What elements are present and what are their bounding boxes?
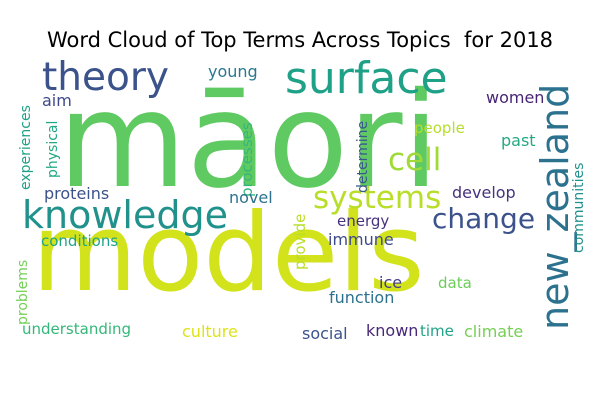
word-surface: surface [285, 53, 448, 104]
word-time: time [420, 322, 454, 340]
word-theory: theory [42, 55, 169, 100]
word-knowledge: knowledge [22, 193, 228, 237]
word-cell: cell [388, 142, 441, 178]
word-women: women [486, 88, 544, 107]
word-novel: novel [229, 188, 273, 207]
word-conditions: conditions [41, 232, 118, 250]
chart-title: Word Cloud of Top Terms Across Topics fo… [46, 28, 554, 52]
word-known: known [366, 321, 418, 340]
word-aim: aim [42, 91, 72, 110]
word-processes: processes [238, 122, 256, 197]
word-young: young [208, 62, 258, 81]
word-immune: immune [328, 230, 394, 249]
word-people: people [414, 119, 465, 137]
word-function: function [329, 288, 394, 307]
word-new-zealand: new_zealand [533, 84, 577, 330]
word-physical: physical [45, 121, 61, 178]
word-systems: systems [313, 180, 441, 216]
word-provide: provide [291, 214, 309, 270]
word-social: social [302, 324, 348, 343]
word-climate: climate [464, 322, 523, 341]
word-energy: energy [337, 212, 389, 230]
word-determine: determine [355, 121, 371, 193]
word-understanding: understanding [22, 320, 131, 338]
word-problems: problems [15, 260, 31, 325]
word-past: past [501, 131, 536, 150]
word-change: change [432, 202, 535, 235]
word-communities: communities [571, 163, 587, 253]
word-ice: ice [379, 273, 402, 292]
word-data: data [438, 274, 472, 292]
word-m-ori: māori [58, 64, 439, 218]
word-experiences: experiences [18, 105, 34, 190]
word-models: models [32, 191, 425, 316]
word-proteins: proteins [44, 184, 109, 203]
word-culture: culture [182, 322, 238, 341]
word-develop: develop [452, 183, 516, 202]
